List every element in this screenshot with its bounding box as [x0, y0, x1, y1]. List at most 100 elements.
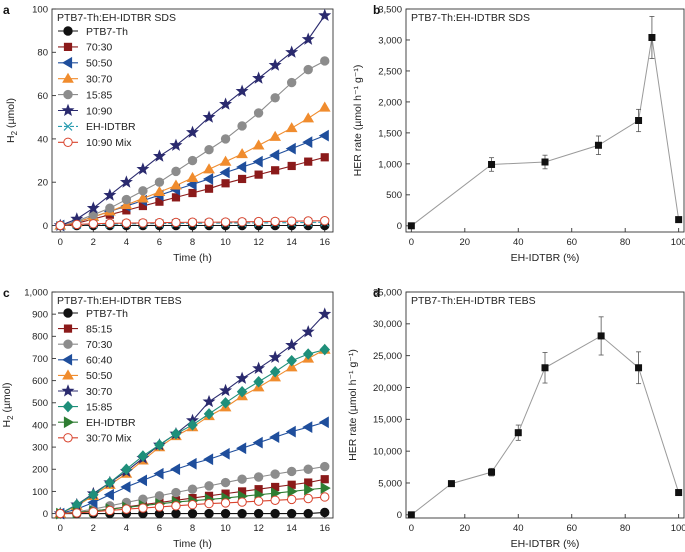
legend-marker: [61, 384, 75, 397]
data-point: [252, 155, 263, 168]
x-tick-label: 4: [124, 523, 129, 534]
data-point: [171, 166, 181, 177]
panel-b: b PTB7-Th:EH-IDTBR SDS 0 20 40 60 80 100 0 500 1,0…: [352, 3, 685, 264]
data-point: [237, 174, 247, 184]
data-point: [202, 110, 216, 123]
panel-label: a: [3, 3, 10, 17]
y-tick-label: 1,500: [378, 128, 402, 139]
data-point: [303, 216, 313, 226]
data-point: [286, 77, 297, 88]
data-point: [286, 494, 297, 505]
data-point: [303, 464, 313, 474]
data-point: [87, 496, 98, 509]
x-tick-label: 20: [460, 237, 471, 248]
x-tick-label: 40: [513, 523, 524, 534]
data-point: [119, 175, 133, 188]
data-point: [253, 375, 264, 388]
y-tick-label: 500: [386, 190, 402, 201]
data-point: [170, 428, 182, 440]
series-10-90-mix: [55, 216, 330, 231]
data-point: [154, 217, 165, 228]
data-point: [286, 466, 297, 477]
data-point: [88, 507, 99, 517]
y-tick-label: 3,500: [378, 4, 402, 15]
legend-marker: [63, 42, 73, 51]
x-tick-label: 0: [409, 523, 414, 534]
data-point: [253, 508, 264, 519]
data-point: [235, 84, 249, 97]
x-tick-label: 2: [91, 237, 96, 248]
data-point: [120, 481, 131, 493]
data-point: [594, 141, 602, 149]
data-point: [138, 218, 148, 228]
data-point: [320, 216, 330, 226]
plot-title: PTB7-Th:EH-IDTBR SDS: [57, 12, 176, 24]
y-axis-label: H2 (µmol): [5, 98, 19, 143]
y-tick-label: 35,000: [373, 287, 402, 298]
data-point: [541, 158, 549, 166]
x-tick-label: 0: [58, 237, 63, 248]
data-point: [318, 129, 329, 142]
data-point: [237, 217, 247, 227]
y-tick-label: 700: [32, 354, 48, 365]
data-point: [285, 338, 299, 351]
legend-entry: 85:15: [86, 323, 112, 335]
x-tick-label: 12: [253, 523, 264, 534]
x-tick-label: 40: [513, 237, 524, 248]
legend-marker: [63, 416, 74, 429]
legend-entry: 30:70: [86, 74, 112, 86]
x-axis-label: Time (h): [173, 252, 212, 264]
data-point: [253, 472, 264, 482]
legend-marker: [61, 103, 75, 117]
data-point: [270, 508, 280, 519]
data-point: [285, 361, 298, 372]
data-point: [121, 194, 132, 205]
data-point: [121, 504, 132, 514]
data-point: [72, 219, 82, 230]
x-axis-label: EH-IDTBR (%): [511, 252, 580, 264]
x-tick-label: 8: [190, 523, 195, 534]
y-tick-label: 0: [43, 221, 48, 232]
data-point: [304, 483, 315, 496]
data-point: [237, 121, 247, 131]
data-point: [270, 216, 280, 227]
y-tick-label: 80: [37, 48, 48, 59]
data-point: [204, 184, 214, 193]
y-axis-label: H2 (µmol): [1, 383, 15, 428]
y-tick-label: 2,000: [378, 97, 402, 108]
data-point: [252, 436, 263, 449]
data-point: [204, 481, 214, 491]
data-point: [318, 101, 331, 112]
data-point: [319, 343, 331, 356]
data-point: [138, 186, 148, 196]
data-point: [253, 108, 264, 118]
data-point: [105, 505, 115, 516]
data-point: [188, 188, 197, 198]
data-point: [270, 469, 280, 479]
x-tick-label: 12: [253, 237, 264, 248]
plot-frame: [405, 8, 685, 233]
legend-marker: [63, 26, 73, 36]
legend-entry: PTB7-Th: [86, 308, 128, 320]
x-tick-label: 10: [220, 523, 231, 534]
data-point: [136, 162, 150, 175]
data-point: [541, 364, 549, 372]
data-point: [320, 475, 329, 484]
data-point: [187, 500, 198, 510]
x-axis-label: EH-IDTBR (%): [511, 538, 580, 550]
data-point: [285, 425, 296, 438]
legend-entry: 30:70 Mix: [86, 433, 132, 445]
x-tick-label: 16: [319, 237, 330, 248]
data-point: [302, 348, 314, 360]
y-tick-label: 100: [32, 4, 48, 15]
data-point: [303, 493, 313, 504]
series-15-85: [54, 343, 331, 520]
data-point: [236, 385, 248, 398]
series-10-90: [53, 8, 332, 232]
data-point: [488, 160, 496, 168]
data-point: [103, 188, 117, 201]
data-point: [269, 431, 280, 443]
panel-label: d: [373, 286, 380, 300]
data-point: [236, 161, 247, 173]
legend-entry: 50:50: [86, 370, 112, 382]
